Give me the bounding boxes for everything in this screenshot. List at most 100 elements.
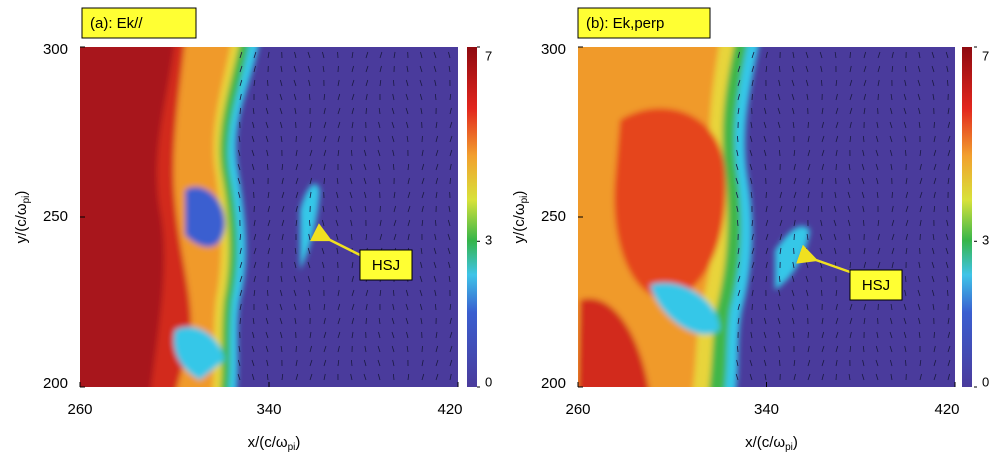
arrow	[735, 191, 739, 199]
arrow	[407, 177, 410, 185]
arrow	[421, 205, 424, 213]
arrow	[322, 51, 325, 59]
arrow	[819, 247, 823, 255]
arrow	[905, 359, 907, 367]
arrow	[405, 317, 409, 325]
arrow	[807, 191, 810, 199]
arrow	[267, 289, 269, 297]
arrow	[253, 275, 256, 283]
arrow	[737, 303, 740, 311]
arrow	[267, 79, 269, 87]
arrow	[751, 275, 755, 283]
arrow	[835, 121, 839, 129]
arrow	[363, 149, 367, 157]
arrow	[876, 177, 879, 185]
arrow	[265, 107, 269, 115]
arrow	[862, 149, 865, 157]
arrow	[891, 205, 894, 213]
arrow	[449, 331, 453, 339]
panel-label: (b): Ek,perp	[586, 15, 664, 32]
arrow	[391, 331, 395, 339]
arrow	[793, 359, 796, 367]
arrow	[364, 205, 367, 213]
arrow	[281, 247, 283, 255]
arrow	[777, 331, 781, 339]
arrow	[449, 93, 452, 101]
arrow	[833, 205, 837, 213]
arrow	[933, 373, 937, 381]
arrow	[435, 359, 439, 367]
arrow	[821, 345, 825, 353]
arrow	[335, 205, 339, 213]
arrow	[265, 331, 269, 339]
y-tick-label: 300	[43, 41, 68, 58]
arrow	[239, 93, 242, 101]
arrow	[449, 163, 452, 171]
arrow	[807, 135, 810, 143]
arrow	[391, 317, 395, 325]
arrow	[252, 121, 255, 129]
arrow	[947, 359, 951, 367]
arrow	[749, 373, 753, 381]
arrow	[253, 219, 256, 227]
arrow	[750, 121, 753, 129]
arrow	[877, 51, 881, 59]
arrow	[267, 205, 270, 213]
arrow	[863, 261, 867, 269]
arrow	[793, 191, 797, 199]
arrow	[406, 121, 409, 129]
arrow	[849, 303, 853, 311]
arrow	[931, 275, 935, 283]
arrow	[419, 93, 423, 101]
arrow	[407, 191, 411, 199]
arrow	[905, 177, 908, 185]
arrow	[406, 135, 409, 143]
arrow	[946, 275, 949, 283]
arrow	[309, 345, 312, 353]
arrow	[903, 331, 907, 339]
arrow	[294, 261, 297, 269]
arrow	[835, 149, 838, 157]
arrow	[905, 219, 909, 227]
arrow	[791, 275, 795, 283]
arrow	[251, 135, 255, 143]
arrow	[322, 261, 325, 269]
arrow	[904, 65, 907, 73]
arrow	[393, 289, 395, 297]
arrow	[889, 149, 893, 157]
arrow	[435, 345, 439, 353]
arrow	[749, 135, 753, 143]
arrow	[379, 65, 382, 73]
arrow	[365, 317, 367, 325]
arrow	[903, 107, 907, 115]
arrow	[905, 247, 908, 255]
arrow	[295, 191, 299, 199]
arrow	[946, 65, 949, 73]
arrow	[889, 135, 893, 143]
arrow	[947, 163, 950, 171]
arrow	[891, 247, 895, 255]
arrow	[435, 331, 438, 339]
arrow	[448, 261, 451, 269]
arrow	[239, 247, 242, 255]
arrow	[863, 65, 867, 73]
arrow	[351, 121, 354, 129]
arrow	[891, 233, 895, 241]
arrow	[279, 303, 283, 311]
label-sub: pi	[21, 196, 32, 204]
arrow	[295, 163, 299, 171]
arrow	[919, 177, 923, 185]
arrow	[392, 93, 395, 101]
arrow	[931, 79, 935, 87]
arrow	[364, 191, 367, 199]
arrow	[379, 51, 383, 59]
arrow	[875, 373, 879, 381]
arrow	[737, 79, 741, 87]
arrow	[391, 345, 395, 353]
arrow	[279, 289, 283, 297]
arrow	[379, 289, 382, 297]
arrow	[253, 79, 256, 87]
arrow	[820, 275, 823, 283]
arrow	[393, 205, 396, 213]
y-axis-label: y/(c/ωpi)	[511, 191, 530, 244]
